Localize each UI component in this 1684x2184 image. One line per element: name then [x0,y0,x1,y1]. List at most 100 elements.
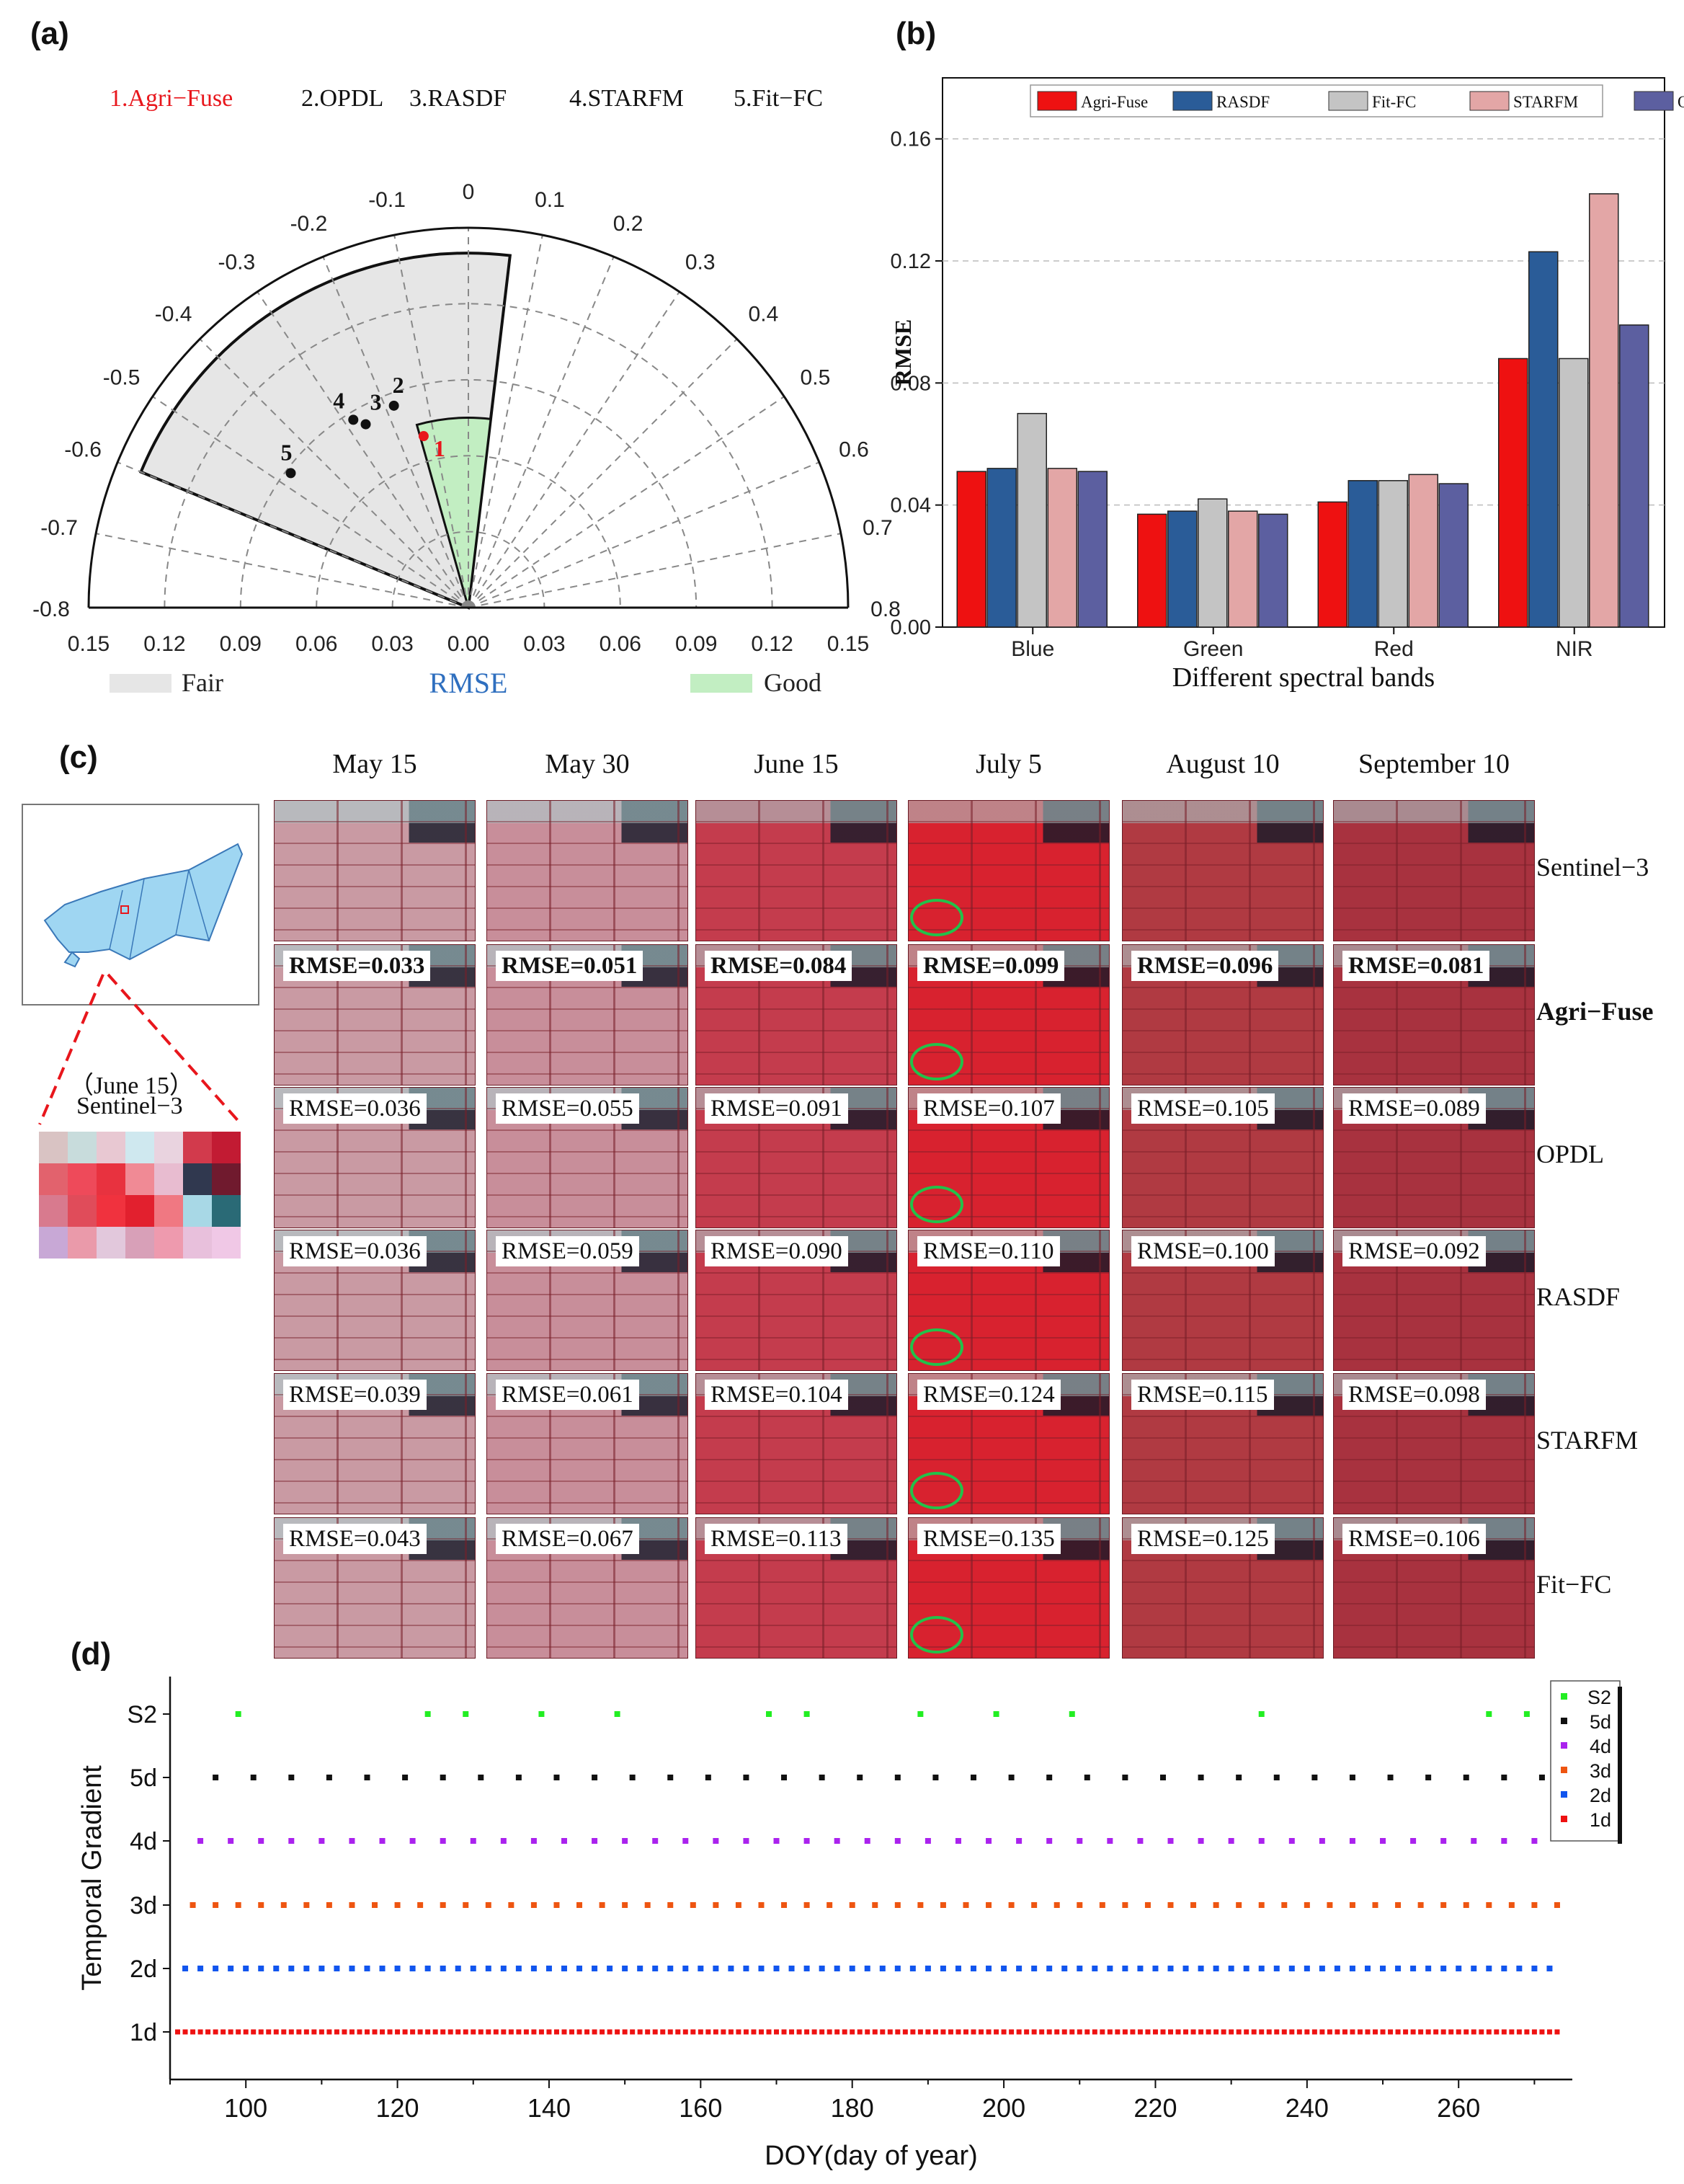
dot-S2 [917,1711,924,1717]
rmse-label: RMSE=0.051 [496,951,643,981]
dot-1d [850,2029,855,2035]
dot-2d [607,1966,613,1971]
rmse-tick: 0.06 [295,632,337,656]
dot-1d [1539,2029,1545,2035]
mosaic-pixel [39,1132,68,1163]
dot-1d [705,2029,711,2035]
dot-1d [1100,2029,1105,2035]
dot-3d [372,1902,378,1908]
dot-1d [1236,2029,1242,2035]
dot-3d [1053,1902,1060,1908]
bar-Agri-Fuse-Blue [956,471,986,628]
grid-arc-0 [391,531,545,608]
dot-1d [410,2029,416,2035]
legend-label-3d: 3d [1590,1760,1611,1782]
legend-swatch-Agri-Fuse [1037,91,1077,111]
dot-3d [1440,1902,1447,1908]
rmse-label: RMSE=0.125 [1131,1524,1275,1554]
good-legend-label: Good [764,668,821,697]
dot-3d [827,1902,833,1908]
method-legend-4: 4.STARFM [569,85,684,112]
dot-2d [682,1966,689,1971]
dot-2d [637,1966,643,1971]
x-tick-label: 140 [527,2093,571,2123]
radial-line--3 [257,291,469,608]
dot-1d [804,2029,810,2035]
dot-2d [1273,1966,1280,1971]
method-row-label-3: RASDF [1536,1282,1621,1311]
point-2 [388,400,399,411]
good-region [415,417,492,608]
dot-1d [1160,2029,1166,2035]
x-tick-label: 180 [831,2093,874,2123]
dot-3d [1099,1902,1105,1908]
dot-2d [849,1966,855,1971]
dot-5d [894,1775,901,1780]
dot-3d [803,1902,810,1908]
dot-2d [1349,1966,1355,1971]
dot-2d [1228,1966,1234,1971]
radial-line--7 [95,533,469,608]
dot-1d [1501,2029,1507,2035]
point-label-3: 3 [370,389,382,415]
dot-1d [1122,2029,1128,2035]
dot-1d [1046,2029,1052,2035]
y-tick-label-5d: 5d [130,1764,157,1792]
x-tick-label: 100 [224,2093,267,2123]
dot-1d [1464,2029,1469,2035]
mosaic-pixel [68,1227,97,1259]
image-tile [274,800,476,941]
dot-4d [864,1838,870,1844]
dot-4d [379,1838,386,1844]
outer-arc [87,226,850,608]
dot-1d [576,2029,582,2035]
bar-OPDL-Green [1258,513,1288,628]
rmse-label: RMSE=0.098 [1342,1380,1486,1410]
dot-1d [1175,2029,1181,2035]
dot-3d [690,1902,696,1908]
image-tile: RMSE=0.039 [274,1373,476,1514]
dot-1d [273,2029,279,2035]
dot-5d [402,1775,409,1780]
fair-legend-swatch [110,674,171,693]
legend-marker-2d [1561,1791,1567,1798]
bar-legend: Agri-Fuse RASDF Fit-FC STARFM OPDL [1030,84,1684,117]
dot-1d [781,2029,787,2035]
dot-2d [213,1966,219,1971]
legend-marker-5d [1561,1718,1567,1724]
dot-4d [652,1838,659,1844]
rmse-label: RMSE=0.096 [1131,951,1279,981]
dot-1d [326,2029,332,2035]
dot-1d [1524,2029,1530,2035]
dot-2d [364,1966,370,1971]
dot-4d [1349,1838,1355,1844]
dot-1d [1546,2029,1552,2035]
dot-1d [1016,2029,1022,2035]
dot-2d [228,1966,234,1971]
mosaic-pixel [68,1132,97,1163]
dot-1d [1342,2029,1347,2035]
dot-2d [652,1966,659,1971]
dot-5d [971,1775,977,1780]
rmse-label: RMSE=0.092 [1342,1236,1486,1266]
dot-3d [213,1902,219,1908]
dot-legend: S2 5d 4d 3d 2d 1d [1550,1680,1622,1844]
mosaic-pixel [125,1195,154,1227]
dot-5d [326,1775,332,1780]
rmse-label: RMSE=0.124 [917,1380,1061,1410]
dot-4d [1471,1838,1477,1844]
dot-1d [1198,2029,1204,2035]
dot-S2 [463,1711,469,1717]
dot-2d [622,1966,628,1971]
dot-1d [508,2029,514,2035]
dot-1d [258,2029,264,2035]
dot-3d [849,1902,855,1908]
mosaic-pixel [154,1163,183,1195]
dot-S2 [993,1711,999,1717]
dot-4d [1107,1838,1113,1844]
dot-1d [1137,2029,1143,2035]
dot-4d [622,1838,628,1844]
angle-tick: -0.4 [155,303,192,327]
method-legend-2: 2.OPDL [301,85,383,112]
dot-3d [1213,1902,1219,1908]
